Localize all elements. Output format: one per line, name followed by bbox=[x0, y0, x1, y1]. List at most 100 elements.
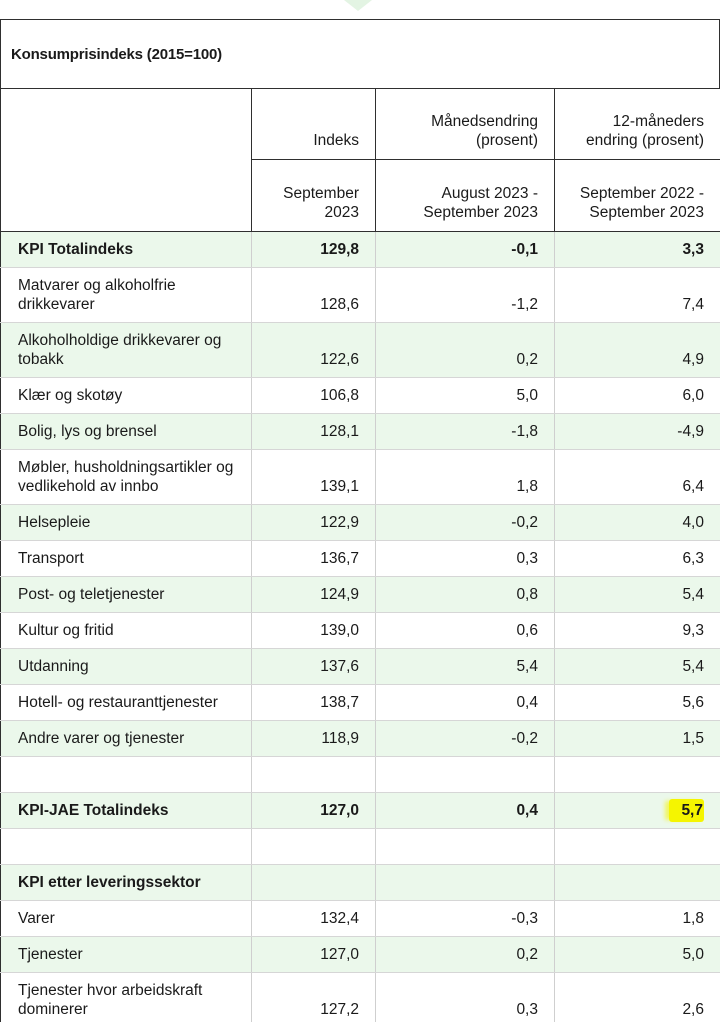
row-label: Andre varer og tjenester bbox=[0, 720, 252, 757]
cell-indeks: 127,2 bbox=[251, 972, 376, 1022]
cell-12-maneders: 5,4 bbox=[554, 648, 720, 685]
cell-indeks: 128,1 bbox=[251, 413, 376, 450]
cell-12-maneders: 7,4 bbox=[554, 267, 720, 323]
table-row: Varer 132,4 -0,3 1,8 bbox=[0, 900, 720, 937]
header-row: Indeks Månedsendring (prosent) 12-månede… bbox=[0, 88, 720, 232]
cell-12-maneders: 5,6 bbox=[554, 684, 720, 721]
cell-12-maneders: 6,3 bbox=[554, 540, 720, 577]
row-label: Klær og skotøy bbox=[0, 377, 252, 414]
cell-12-maneders: 6,4 bbox=[554, 449, 720, 505]
period-header-indeks: September 2023 bbox=[251, 159, 376, 232]
cell-indeks: 139,1 bbox=[251, 449, 376, 505]
cell-12-maneders: 5,0 bbox=[554, 936, 720, 973]
cell-manedsendring: -0,2 bbox=[375, 504, 555, 541]
cell-indeks: 127,0 bbox=[251, 792, 376, 829]
collapse-arrow-icon[interactable] bbox=[344, 0, 372, 11]
table-row: KPI-JAE Totalindeks 127,0 0,4 5,7 bbox=[0, 792, 720, 829]
table-row: Matvarer og alkoholfrie drikkevarer 128,… bbox=[0, 267, 720, 323]
empty-cell bbox=[554, 756, 720, 793]
row-label: KPI-JAE Totalindeks bbox=[0, 792, 252, 829]
cell-manedsendring: -0,1 bbox=[375, 231, 555, 268]
cell-manedsendring: 0,3 bbox=[375, 972, 555, 1022]
empty-cell bbox=[251, 864, 376, 901]
cell-12-maneders: 2,6 bbox=[554, 972, 720, 1022]
table-row: Tjenester hvor arbeidskraft dominerer 12… bbox=[0, 972, 720, 1022]
column-header-indeks: Indeks bbox=[251, 88, 376, 160]
cell-manedsendring: 0,2 bbox=[375, 936, 555, 973]
period-row: September 2023 August 2023 - September 2… bbox=[1, 159, 720, 232]
row-label: Transport bbox=[0, 540, 252, 577]
row-label: Alkoholholdige drikkevarer og tobakk bbox=[0, 322, 252, 378]
cell-manedsendring: -1,8 bbox=[375, 413, 555, 450]
cell-12-maneders: 4,0 bbox=[554, 504, 720, 541]
cell-manedsendring: -0,2 bbox=[375, 720, 555, 757]
cell-manedsendring: 0,6 bbox=[375, 612, 555, 649]
row-label: Tjenester bbox=[0, 936, 252, 973]
cell-12-maneders: 5,7 bbox=[554, 792, 720, 829]
cell-indeks: 106,8 bbox=[251, 377, 376, 414]
cell-manedsendring: -1,2 bbox=[375, 267, 555, 323]
table-row: Helsepleie 122,9 -0,2 4,0 bbox=[0, 504, 720, 541]
empty-cell bbox=[0, 828, 252, 865]
cell-manedsendring: 5,0 bbox=[375, 377, 555, 414]
cell-manedsendring: 0,8 bbox=[375, 576, 555, 613]
cell-manedsendring: -0,3 bbox=[375, 900, 555, 937]
table-row: Utdanning 137,6 5,4 5,4 bbox=[0, 648, 720, 685]
cell-indeks: 136,7 bbox=[251, 540, 376, 577]
row-label: Kultur og fritid bbox=[0, 612, 252, 649]
cell-12-maneders: 9,3 bbox=[554, 612, 720, 649]
column-header-12-maneders: 12-måneders endring (prosent) bbox=[554, 88, 720, 160]
spacer-row bbox=[0, 756, 720, 793]
period-header-manedsendring: August 2023 - September 2023 bbox=[375, 159, 555, 232]
row-label: Møbler, husholdningsartikler og vedlikeh… bbox=[0, 449, 252, 505]
cell-12-maneders: 6,0 bbox=[554, 377, 720, 414]
empty-cell bbox=[375, 756, 555, 793]
cell-indeks: 139,0 bbox=[251, 612, 376, 649]
table-caption: Konsumprisindeks (2015=100) bbox=[0, 19, 720, 88]
cell-12-maneders: 4,9 bbox=[554, 322, 720, 378]
table-row: Alkoholholdige drikkevarer og tobakk 122… bbox=[0, 322, 720, 378]
table-row: KPI Totalindeks 129,8 -0,1 3,3 bbox=[0, 231, 720, 268]
row-label: Bolig, lys og brensel bbox=[0, 413, 252, 450]
table-row: Kultur og fritid 139,0 0,6 9,3 bbox=[0, 612, 720, 649]
cell-12-maneders: 5,4 bbox=[554, 576, 720, 613]
cell-indeks: 118,9 bbox=[251, 720, 376, 757]
table-row: Andre varer og tjenester 118,9 -0,2 1,5 bbox=[0, 720, 720, 757]
cell-manedsendring: 0,2 bbox=[375, 322, 555, 378]
cell-manedsendring: 0,3 bbox=[375, 540, 555, 577]
cell-12-maneders: 1,8 bbox=[554, 900, 720, 937]
highlighted-value: 5,7 bbox=[669, 799, 704, 822]
cell-indeks: 128,6 bbox=[251, 267, 376, 323]
period-header-12-maneders: September 2022 - September 2023 bbox=[554, 159, 720, 232]
column-header-manedsendring: Månedsendring (prosent) bbox=[375, 88, 555, 160]
cpi-table: Indeks Månedsendring (prosent) 12-månede… bbox=[0, 88, 720, 1022]
table-row: Hotell- og restauranttjenester 138,7 0,4… bbox=[0, 684, 720, 721]
cell-manedsendring: 0,4 bbox=[375, 684, 555, 721]
cell-12-maneders: 1,5 bbox=[554, 720, 720, 757]
empty-cell bbox=[375, 864, 555, 901]
table-row: Tjenester 127,0 0,2 5,0 bbox=[0, 936, 720, 973]
row-label: Utdanning bbox=[0, 648, 252, 685]
cell-indeks: 129,8 bbox=[251, 231, 376, 268]
section-header-row: KPI etter leveringssektor bbox=[0, 864, 720, 901]
row-label: Post- og teletjenester bbox=[0, 576, 252, 613]
row-label: Tjenester hvor arbeidskraft dominerer bbox=[0, 972, 252, 1022]
empty-cell bbox=[554, 828, 720, 865]
empty-cell bbox=[375, 828, 555, 865]
cell-manedsendring: 1,8 bbox=[375, 449, 555, 505]
cell-12-maneders: -4,9 bbox=[554, 413, 720, 450]
cpi-table-container: Konsumprisindeks (2015=100) Indeks Måned… bbox=[0, 19, 720, 1022]
empty-cell bbox=[251, 828, 376, 865]
cell-12-maneders: 3,3 bbox=[554, 231, 720, 268]
row-label: Helsepleie bbox=[0, 504, 252, 541]
row-label: Varer bbox=[0, 900, 252, 937]
table-row: Klær og skotøy 106,8 5,0 6,0 bbox=[0, 377, 720, 414]
cell-indeks: 132,4 bbox=[251, 900, 376, 937]
cell-indeks: 137,6 bbox=[251, 648, 376, 685]
row-label: KPI Totalindeks bbox=[0, 231, 252, 268]
cell-indeks: 138,7 bbox=[251, 684, 376, 721]
cell-indeks: 122,6 bbox=[251, 322, 376, 378]
empty-cell bbox=[554, 864, 720, 901]
table-row: Transport 136,7 0,3 6,3 bbox=[0, 540, 720, 577]
